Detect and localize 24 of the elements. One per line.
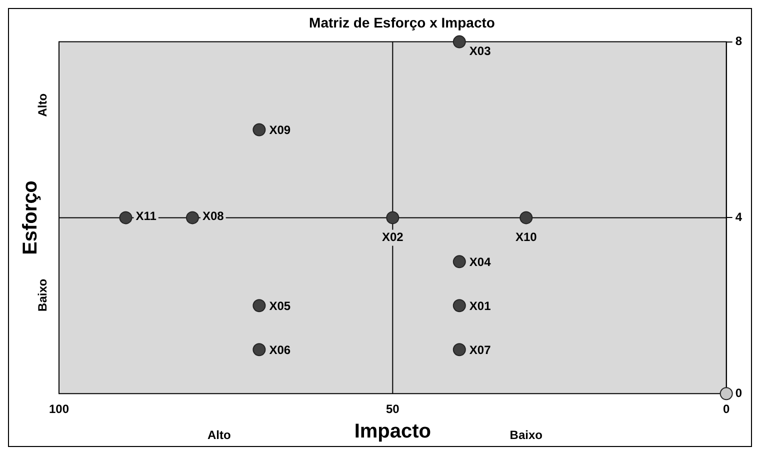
data-label: X06 (269, 342, 291, 357)
data-label: X07 (469, 342, 492, 357)
y-tick-label: 4 (735, 210, 742, 224)
x-tick-label: 0 (722, 402, 730, 416)
y-tick-label: 8 (735, 34, 742, 48)
data-label: X04 (469, 254, 492, 269)
chart-title: Matriz de Esforço x Impacto (309, 14, 495, 30)
data-label: X08 (202, 209, 224, 224)
data-label: X03 (469, 44, 492, 58)
x-axis-title: Impacto (354, 420, 432, 443)
data-label: X01 (469, 298, 492, 313)
data-label: X10 (515, 230, 538, 244)
x-tick-label: 50 (386, 402, 400, 416)
y-tick-label: 0 (735, 386, 742, 400)
text: Baixo (510, 428, 542, 442)
text: Baixo (35, 278, 50, 312)
text: Alto (207, 428, 231, 442)
text: Alto (35, 93, 50, 117)
y-axis-title: Esforço (20, 180, 42, 255)
x-tick-label: 100 (48, 402, 70, 416)
data-label: X05 (269, 298, 291, 313)
data-label: X02 (382, 230, 404, 244)
data-label: X09 (269, 123, 291, 138)
data-label: X11 (136, 209, 157, 224)
